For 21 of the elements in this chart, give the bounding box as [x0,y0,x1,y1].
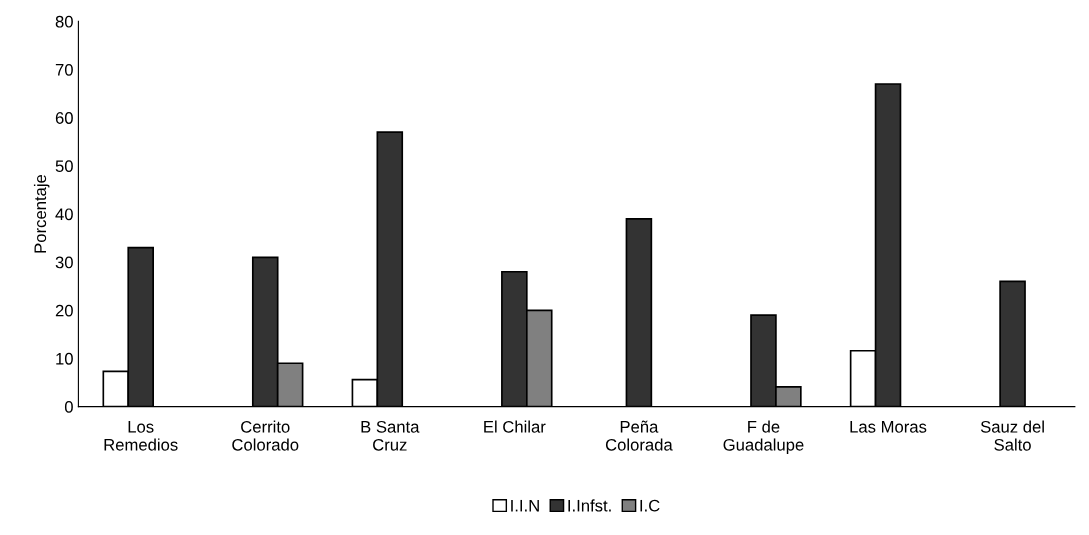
y-tick-label: 0 [64,401,73,413]
y-tick-label: 60 [55,112,73,124]
legend-label: I.I.N [511,499,539,512]
y-tick-label: 30 [55,256,73,269]
x-tick-label: Los Remedios [104,421,178,451]
y-tick-label: 40 [55,208,73,221]
y-tick-label: 50 [55,160,73,173]
y-axis-title: Porcentaje [33,174,50,253]
legend-label: I.C [640,499,660,512]
y-tick-label: 70 [55,63,73,76]
x-tick-label: Las Moras [850,421,927,433]
x-tick-label: El Chilar [484,420,546,433]
legend-label: I.Infst. [568,499,611,512]
y-tick-label: 20 [55,304,73,317]
y-tick-label: 80 [55,15,73,28]
x-tick-label: F de Guadalupe [723,420,804,454]
y-tick-label: 10 [56,352,73,365]
x-tick-label: Sauz del Salto [980,420,1044,451]
x-tick-label: Cerrito Colorado [232,420,299,451]
x-tick-label: B Santa Cruz [361,420,420,451]
x-tick-label: Peña Colorada [605,420,673,451]
